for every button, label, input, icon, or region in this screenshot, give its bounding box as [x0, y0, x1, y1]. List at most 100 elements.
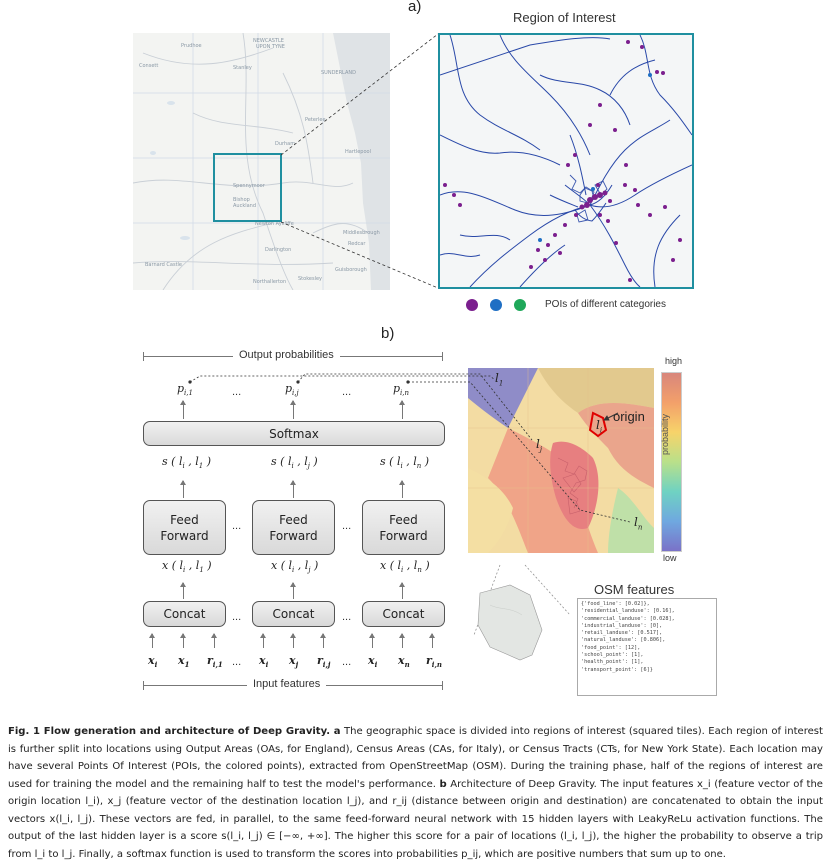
svg-text:Northallerton: Northallerton	[253, 279, 286, 285]
prob-1: pi,1	[177, 382, 193, 398]
poi-legend: POIs of different categories	[460, 297, 700, 313]
arrow-concat-1	[180, 582, 186, 599]
colorbar	[661, 372, 682, 552]
input-xi-2: xi	[259, 654, 269, 670]
caption-bold: Fig. 1 Flow generation and architecture …	[8, 726, 341, 737]
score-n: s ( li , ln )	[380, 455, 430, 471]
svg-text:Spennymoor: Spennymoor	[233, 183, 266, 189]
colorbar-high: high	[665, 356, 683, 366]
colorbar-title: probability	[660, 413, 670, 455]
ellipsis-concat-2: ...	[342, 611, 352, 623]
panel-a-label: a)	[408, 0, 422, 15]
roi-title: Region of Interest	[513, 10, 616, 25]
arrow-ff-1	[180, 480, 186, 498]
caption-bold-b: b	[439, 778, 447, 790]
base-map: NEWCASTLE UPON TYNE Prudhoe SUNDERLAND S…	[133, 33, 390, 290]
input-rij: ri,j	[317, 654, 331, 670]
colorbar-low: low	[663, 553, 677, 563]
input-xj: xj	[289, 654, 299, 670]
location-outline	[473, 564, 571, 661]
xvec-j: x ( li , lj )	[271, 559, 319, 575]
svg-text:SUNDERLAND: SUNDERLAND	[321, 70, 356, 76]
xvec-n: x ( li , ln )	[380, 559, 430, 575]
svg-text:Bishop: Bishop	[233, 197, 250, 203]
arrow-softmax-1	[180, 400, 186, 419]
score-j: s ( li , lj )	[271, 455, 318, 471]
ellipsis-concat-1: ...	[232, 611, 242, 623]
input-x1: x1	[178, 654, 190, 670]
svg-text:UPON TYNE: UPON TYNE	[256, 44, 285, 50]
osm-feature-list: {'food_line': [0.02]}, 'residential_land…	[577, 598, 717, 696]
loc-l1: l1	[495, 371, 504, 388]
feed-forward-3: Feed Forward	[362, 500, 445, 555]
caption-text: The geographic space is divided into reg…	[8, 726, 823, 790]
svg-text:Middlesbrough: Middlesbrough	[343, 230, 380, 236]
score-1: s ( li , l1 )	[162, 455, 212, 471]
arrow-concat-2	[290, 582, 296, 599]
svg-text:Peterlee: Peterlee	[305, 117, 326, 123]
input-rin: ri,n	[426, 654, 442, 670]
legend-dot-green	[514, 299, 526, 311]
svg-text:Hartlepool: Hartlepool	[345, 149, 371, 155]
ellipsis-prob-2: ...	[342, 386, 352, 398]
concat-box-2: Concat	[252, 601, 335, 627]
svg-text:Auckland: Auckland	[233, 203, 256, 209]
origin-outline	[588, 411, 608, 438]
arrow-softmax-2	[290, 400, 296, 419]
probability-map	[468, 368, 654, 553]
concat-box-3: Concat	[362, 601, 445, 627]
base-map-graphic: NEWCASTLE UPON TYNE Prudhoe SUNDERLAND S…	[133, 33, 390, 290]
roi-map	[438, 33, 694, 289]
arrow-concat-3	[399, 582, 405, 599]
feed-forward-2: Feed Forward	[252, 500, 335, 555]
prob-connectors	[188, 373, 631, 523]
prob-j: pi,j	[285, 382, 299, 398]
input-label: Input features	[247, 678, 327, 690]
origin-label: origin	[613, 409, 645, 424]
input-xn: xn	[398, 654, 410, 670]
ellipsis-input-1: ...	[232, 656, 242, 668]
poi-points	[443, 40, 682, 282]
svg-text:Prudhoe: Prudhoe	[181, 43, 202, 49]
zoom-connectors	[280, 33, 439, 289]
input-xi-3: xi	[368, 654, 378, 670]
ellipsis-ff-2: ...	[342, 520, 352, 532]
softmax-box: Softmax	[143, 421, 445, 446]
panel-b-label: b)	[381, 325, 395, 342]
input-xi-1: xi	[148, 654, 158, 670]
map-place-newcastle: NEWCASTLE	[253, 38, 284, 44]
loc-li: li	[596, 418, 603, 435]
legend-dot-purple	[466, 299, 478, 311]
probability-map-graphic	[468, 368, 654, 553]
svg-text:Stokesley: Stokesley	[298, 276, 322, 282]
xvec-1: x ( li , l1 )	[162, 559, 212, 575]
arrow-ff-2	[290, 480, 296, 498]
legend-label: POIs of different categories	[545, 299, 666, 310]
loc-ln: ln	[634, 515, 643, 532]
svg-text:Redcar: Redcar	[348, 241, 366, 247]
loc-lj: lj	[536, 437, 543, 454]
ellipsis-input-2: ...	[342, 656, 352, 668]
svg-text:Durham: Durham	[275, 141, 295, 147]
svg-text:Guisborough: Guisborough	[335, 267, 367, 273]
input-ri1: ri,1	[207, 654, 223, 670]
prob-n: pi,n	[393, 382, 410, 398]
concat-box-1: Concat	[143, 601, 226, 627]
ellipsis-ff-1: ...	[232, 520, 242, 532]
svg-text:Darlington: Darlington	[265, 247, 291, 253]
osm-title: OSM features	[594, 582, 675, 597]
figure-caption: Fig. 1 Flow generation and architecture …	[8, 723, 823, 863]
arrow-ff-3	[399, 480, 405, 498]
svg-text:Stanley: Stanley	[233, 65, 252, 71]
feed-forward-1: Feed Forward	[143, 500, 226, 555]
output-label: Output probabilities	[233, 349, 340, 361]
ellipsis-prob-1: ...	[232, 386, 242, 398]
selected-tile	[213, 153, 282, 222]
legend-dot-blue	[490, 299, 502, 311]
roi-network	[440, 35, 692, 287]
svg-text:Consett: Consett	[139, 63, 158, 69]
svg-text:Barnard Castle: Barnard Castle	[145, 262, 182, 268]
svg-text:Newton Aycliffe: Newton Aycliffe	[255, 221, 294, 227]
arrow-softmax-3	[399, 400, 405, 419]
caption-text-b: Architecture of Deep Gravity. The input …	[8, 778, 823, 860]
